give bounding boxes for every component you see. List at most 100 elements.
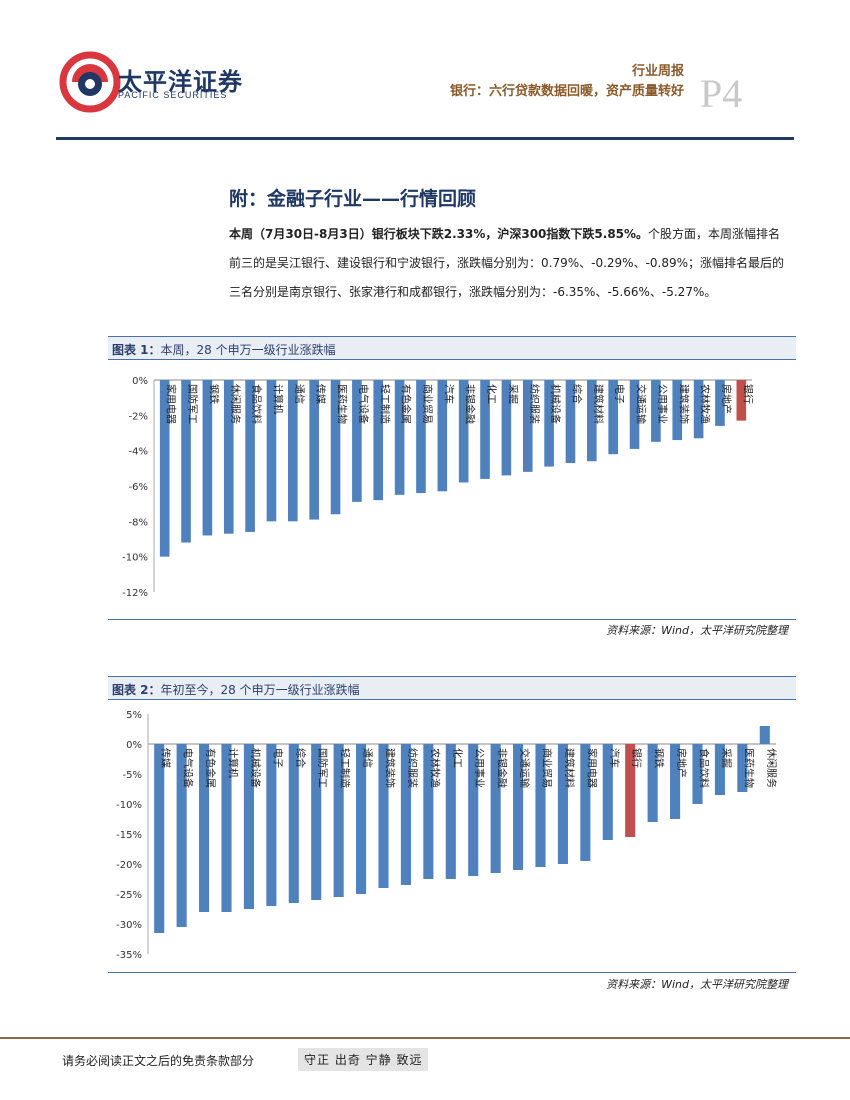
company-logo	[59, 51, 121, 113]
figure2-y-tick: -25%	[116, 890, 142, 901]
figure1-bar	[458, 380, 469, 483]
figure2-category-label: 钢铁	[653, 748, 666, 768]
figure2-category-label: 休闲服务	[765, 748, 778, 788]
figure1-category-label: 商业贸易	[421, 384, 434, 424]
header-divider	[56, 137, 794, 140]
paragraph-normal: 个股方面，本周涨幅排名前三的是吴江银行、建设银行和宁波银行，涨跌幅分别为：0.7…	[229, 227, 785, 299]
figure2-bar	[490, 744, 501, 873]
figure1-category-label: 汽车	[442, 384, 455, 404]
figure1-chart: 0% -2% -4% -6% -8% -10% -12% 家用电器 国防军工 钢铁 休闲服务 食品饮料…	[122, 376, 754, 599]
figure2-bar	[737, 744, 748, 792]
logo-text-cn: 太平洋证券	[118, 68, 243, 96]
figure1-category-label: 交通运输	[635, 384, 648, 424]
figure1-bar	[608, 380, 618, 455]
figure1-y-tick: 0%	[132, 376, 148, 387]
figure2-category-label: 电气设备	[182, 748, 195, 788]
figure1-bar	[245, 380, 255, 532]
figure1-bar	[736, 380, 747, 421]
figure2-category-label: 通信	[361, 748, 373, 768]
figure2-bar	[714, 744, 725, 795]
figure1-category-label: 传媒	[314, 384, 326, 404]
figure2-bar	[580, 744, 591, 861]
figure2-bar	[625, 744, 636, 837]
figure2-category-label: 银行	[630, 748, 643, 768]
figure2-bottom-rule	[108, 972, 796, 973]
figure1-bar	[651, 380, 661, 442]
figure1-bar	[373, 380, 384, 501]
figure2-bar	[221, 744, 232, 912]
figure1-bottom-rule	[108, 619, 796, 620]
figure1-category-label: 建筑装饰	[677, 384, 690, 424]
figure1-bar	[629, 380, 640, 449]
figure2-category-label: 轻工制造	[339, 748, 352, 788]
figure1-category-label: 采掘	[506, 384, 519, 404]
figure2-bar	[199, 744, 210, 912]
figure1-bar	[522, 380, 533, 472]
figure2-y-tick: -5%	[123, 770, 142, 781]
figure2-bar	[176, 744, 187, 927]
figure1-y-tick: -4%	[129, 447, 148, 458]
figure1-bar	[181, 380, 191, 543]
section-title: 附：金融子行业——行情回顾	[229, 188, 477, 210]
figure2-y-tick: -35%	[116, 950, 142, 961]
report-type: 行业周报	[631, 64, 684, 79]
footer-divider	[0, 1037, 850, 1039]
figure1-category-label: 公用事业	[656, 384, 669, 424]
report-title: 银行：六行贷款数据回暖，资产质量转好	[449, 84, 684, 99]
figure2-category-label: 机械设备	[249, 748, 262, 788]
figure2-category-label: 食品饮料	[698, 748, 711, 788]
figure1-bar	[266, 380, 277, 522]
figure1-category-label: 有色金属	[400, 384, 413, 424]
figure2-bar	[243, 744, 254, 909]
figure1-bar	[672, 380, 683, 441]
figure2-category-label: 家用电器	[585, 748, 598, 788]
figure2-y-tick: 0%	[126, 740, 142, 751]
figure2-category-label: 非银金融	[496, 748, 509, 788]
figure1-caption: 图表 1：本周，28 个申万一级行业涨跌幅	[108, 336, 796, 360]
figure2-bar	[266, 744, 277, 906]
figure1-bar	[223, 380, 234, 534]
figure1-category-label: 综合	[570, 384, 583, 404]
figure2-bar	[692, 744, 703, 804]
figure2-category-label: 有色金属	[204, 748, 217, 788]
logo-text-en: PACIFIC SECURITIES	[118, 90, 228, 100]
figure2-bar	[154, 744, 165, 933]
figure2-category-label: 医药生物	[742, 748, 755, 788]
figure1-category-label: 化工	[485, 384, 498, 404]
figure2-category-label: 汽车	[608, 748, 621, 768]
figure2-category-label: 计算机	[227, 748, 240, 778]
figure2-category-label: 纺织服装	[406, 748, 419, 788]
figure1-title: 本周，28 个申万一级行业涨跌幅	[160, 343, 336, 357]
figure2-chart: 5% 0% -5% -10% -15% -20% -25% -30% -35% 传媒 电气设备 有色金…	[116, 710, 778, 961]
figure1-bar	[309, 380, 319, 520]
figure1-bar	[544, 380, 554, 467]
figure1-y-tick: -12%	[122, 588, 148, 599]
figure1-bar	[565, 380, 576, 464]
figure1-category-label: 国防军工	[186, 384, 199, 424]
figure2-bar	[288, 744, 299, 903]
figure2-bar	[311, 744, 322, 900]
page-number: P4	[700, 71, 743, 116]
figure2-bar	[602, 744, 613, 840]
figure1-bar	[437, 380, 448, 492]
figure1-category-label: 房地产	[720, 384, 733, 414]
figure2-source: 资料来源：Wind，太平洋研究院整理	[606, 978, 788, 991]
footer-motto: 守正 出奇 宁静 致远	[298, 1048, 429, 1071]
figure2-category-label: 公用事业	[473, 748, 486, 788]
figure2-bar	[557, 744, 568, 864]
figure2-bar	[535, 744, 546, 867]
figure1-category-label: 轻工制造	[378, 384, 391, 424]
figure2-category-label: 建筑材料	[563, 748, 576, 788]
figure1-category-label: 钢铁	[207, 384, 220, 404]
figure2-bar	[356, 744, 367, 894]
figure2-title: 年初至今，28 个申万一级行业涨跌幅	[160, 683, 360, 697]
figure1-y-tick: -2%	[129, 411, 148, 422]
figure1-bar	[159, 380, 170, 557]
figure2-bar	[400, 744, 411, 885]
figure2-category-label: 传媒	[159, 748, 171, 768]
figure1-y-tick: -6%	[129, 482, 148, 493]
figure1-category-label: 电气设备	[357, 384, 370, 424]
figure2-y-tick: -20%	[116, 860, 142, 871]
figure1-category-label: 医药生物	[336, 384, 349, 424]
figure1-bar	[416, 380, 426, 494]
